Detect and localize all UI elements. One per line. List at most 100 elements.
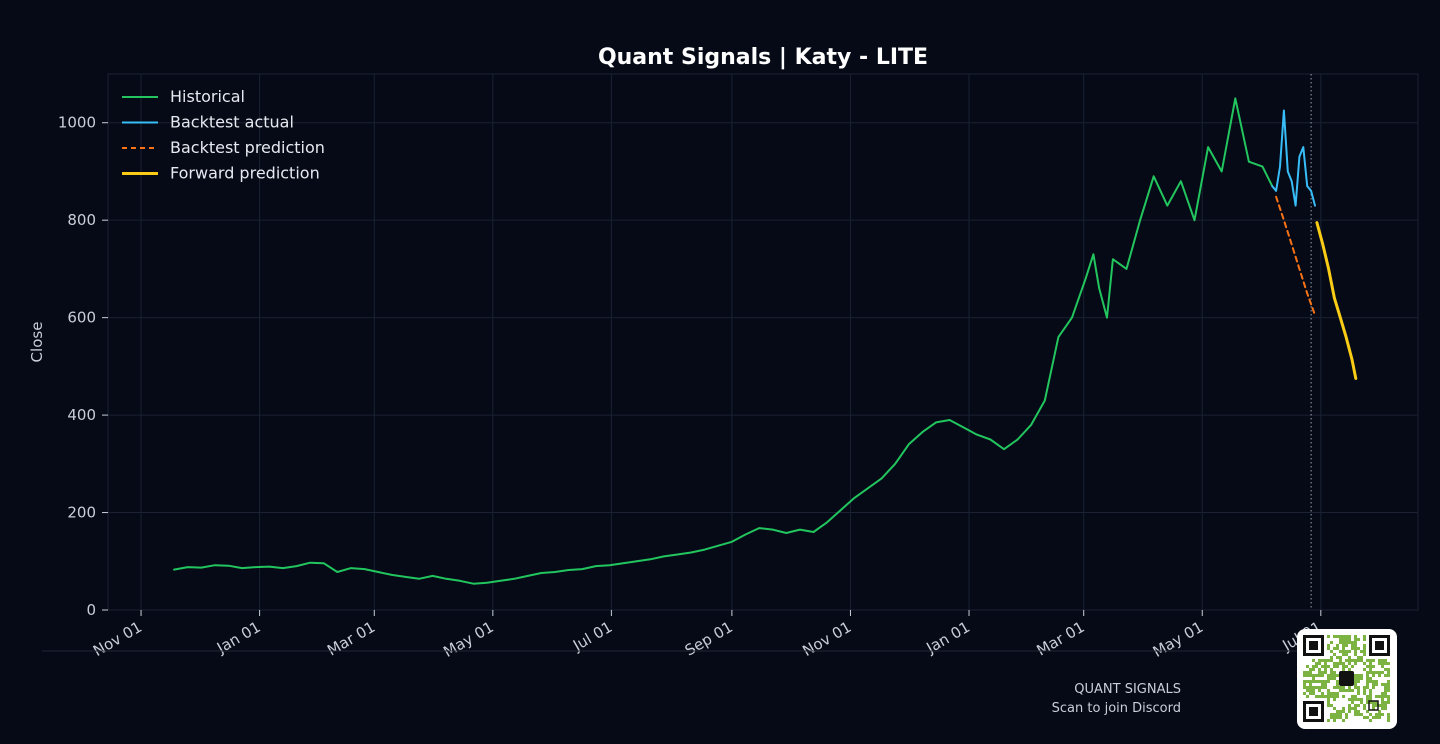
x-tick-label: Nov 01 [90, 618, 145, 660]
qr-module [1360, 713, 1363, 716]
qr-module [1351, 689, 1354, 692]
qr-module [1354, 641, 1357, 644]
qr-module [1327, 644, 1330, 647]
qr-module [1330, 671, 1333, 674]
qr-module [1315, 686, 1318, 689]
qr-module [1321, 671, 1324, 674]
qr-module [1342, 707, 1345, 710]
qr-module [1354, 680, 1357, 683]
qr-module [1318, 662, 1321, 665]
qr-module [1330, 668, 1333, 671]
qr-module [1345, 635, 1348, 638]
qr-module [1324, 659, 1327, 662]
qr-module [1351, 647, 1354, 650]
qr-module [1363, 686, 1366, 689]
qr-module [1387, 668, 1390, 671]
qr-module [1366, 716, 1369, 719]
qr-module [1333, 653, 1336, 656]
qr-module [1381, 713, 1384, 716]
qr-module [1369, 677, 1372, 680]
qr-module [1372, 671, 1375, 674]
qr-module [1357, 710, 1360, 713]
qr-module [1369, 671, 1372, 674]
qr-alignment [1368, 700, 1379, 711]
qr-module [1330, 650, 1333, 653]
qr-module [1330, 674, 1333, 677]
qr-module [1354, 704, 1357, 707]
qr-module [1327, 698, 1330, 701]
qr-module [1381, 704, 1384, 707]
qr-module [1360, 701, 1363, 704]
qr-module [1336, 680, 1339, 683]
qr-module [1348, 662, 1351, 665]
qr-module [1336, 665, 1339, 668]
qr-module [1369, 668, 1372, 671]
qr-module [1354, 683, 1357, 686]
qr-module [1363, 692, 1366, 695]
qr-module [1354, 674, 1357, 677]
qr-module [1384, 686, 1387, 689]
qr-module [1342, 710, 1345, 713]
qr-module [1312, 692, 1315, 695]
qr-module [1348, 686, 1351, 689]
qr-module [1363, 707, 1366, 710]
legend-label: Backtest prediction [170, 138, 325, 157]
qr-module [1366, 677, 1369, 680]
qr-module [1366, 665, 1369, 668]
qr-module [1339, 638, 1342, 641]
qr-module [1384, 659, 1387, 662]
qr-module [1330, 704, 1333, 707]
qr-module [1327, 719, 1330, 722]
qr-module [1303, 686, 1306, 689]
qr-finder-core [1309, 707, 1318, 716]
qr-module [1378, 710, 1381, 713]
qr-module [1327, 689, 1330, 692]
qr-module [1342, 641, 1345, 644]
y-tick-label: 400 [67, 406, 96, 424]
qr-module [1357, 692, 1360, 695]
qr-module [1351, 695, 1354, 698]
qr-module [1318, 689, 1321, 692]
qr-module [1330, 659, 1333, 662]
qr-module [1366, 698, 1369, 701]
qr-module [1366, 683, 1369, 686]
qr-module [1321, 686, 1324, 689]
qr-module [1306, 695, 1309, 698]
qr-module [1327, 704, 1330, 707]
qr-module [1369, 659, 1372, 662]
qr-module [1324, 686, 1327, 689]
qr-module [1348, 638, 1351, 641]
qr-module [1363, 668, 1366, 671]
qr-module [1351, 701, 1354, 704]
qr-module [1339, 689, 1342, 692]
qr-module [1303, 680, 1306, 683]
chart-title: Quant Signals | Katy - LITE [598, 45, 928, 70]
legend-label: Historical [170, 87, 245, 106]
qr-module [1336, 674, 1339, 677]
qr-module [1378, 671, 1381, 674]
qr-module [1342, 644, 1345, 647]
qr-module [1309, 686, 1312, 689]
qr-module [1339, 662, 1342, 665]
qr-module [1342, 635, 1345, 638]
qr-module [1345, 716, 1348, 719]
discord-qr-code[interactable] [1297, 629, 1397, 729]
qr-module [1333, 671, 1336, 674]
qr-module [1324, 665, 1327, 668]
qr-module [1348, 635, 1351, 638]
qr-module [1345, 659, 1348, 662]
qr-module [1384, 662, 1387, 665]
qr-module [1378, 674, 1381, 677]
qr-module [1333, 692, 1336, 695]
qr-module [1327, 659, 1330, 662]
qr-module [1372, 674, 1375, 677]
qr-module [1375, 701, 1378, 704]
qr-module [1354, 713, 1357, 716]
qr-module [1360, 659, 1363, 662]
qr-module [1357, 659, 1360, 662]
qr-module [1354, 686, 1357, 689]
series-line-forward-prediction [1315, 221, 1358, 380]
qr-module [1375, 695, 1378, 698]
qr-module [1345, 641, 1348, 644]
qr-module [1327, 692, 1330, 695]
